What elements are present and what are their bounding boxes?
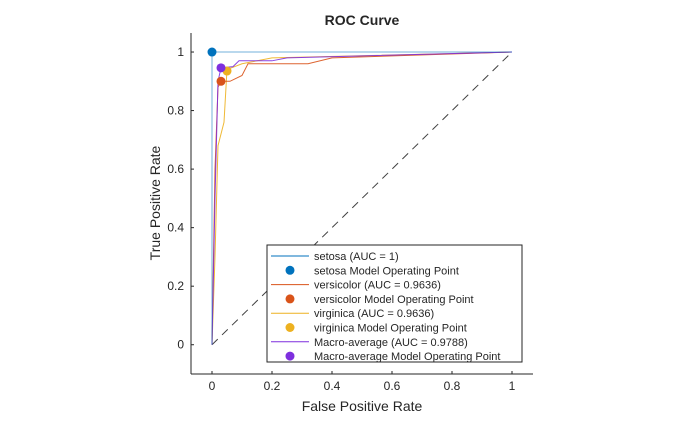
legend-label: virginica Model Operating Point bbox=[314, 323, 467, 335]
legend-label: versicolor Model Operating Point bbox=[314, 294, 474, 306]
y-axis-label: True Positive Rate bbox=[147, 145, 163, 260]
legend-box bbox=[266, 244, 523, 363]
legend-marker-2 bbox=[285, 323, 295, 332]
legend-label: setosa Model Operating Point bbox=[314, 265, 459, 277]
x-tick-label: 0.8 bbox=[444, 379, 461, 393]
x-tick-label: 0.6 bbox=[384, 379, 401, 393]
legend-label: setosa (AUC = 1) bbox=[314, 251, 399, 263]
legend-label: Macro-average Model Operating Point bbox=[314, 351, 500, 363]
roc-curve-3 bbox=[211, 51, 513, 345]
y-tick-label: 0.2 bbox=[167, 279, 184, 293]
legend-label: virginica (AUC = 0.9636) bbox=[314, 308, 434, 320]
legend-marker-3 bbox=[285, 351, 295, 361]
plot-area: 0 0.2 0.4 0.6 0.8 1 0 0.2 0.4 0.6 0.8 1 bbox=[167, 33, 533, 393]
legend-label: Macro-average (AUC = 0.9788) bbox=[314, 337, 468, 349]
x-tick-label: 0.2 bbox=[264, 379, 281, 393]
operating-point-3 bbox=[216, 63, 226, 73]
roc-curve-2 bbox=[211, 51, 513, 345]
x-tick-label: 0 bbox=[209, 379, 216, 393]
y-tick-label: 0.6 bbox=[167, 162, 184, 176]
x-axis-label: False Positive Rate bbox=[302, 398, 423, 414]
chart-title: ROC Curve bbox=[325, 12, 400, 28]
x-tick-label: 0.4 bbox=[324, 379, 341, 393]
y-tick-label: 0.4 bbox=[167, 221, 184, 235]
legend-marker-0 bbox=[285, 265, 295, 275]
legend: setosa (AUC = 1) setosa Model Operating P… bbox=[266, 244, 523, 363]
x-tick-label: 1 bbox=[509, 379, 516, 393]
y-tick-label: 1 bbox=[177, 45, 184, 59]
operating-point-0 bbox=[207, 47, 217, 57]
operating-point-1 bbox=[216, 76, 226, 86]
y-tick-label: 0.8 bbox=[167, 104, 184, 118]
legend-label: versicolor (AUC = 0.9636) bbox=[314, 280, 441, 292]
legend-marker-1 bbox=[285, 294, 295, 304]
y-tick-label: 0 bbox=[177, 338, 184, 352]
